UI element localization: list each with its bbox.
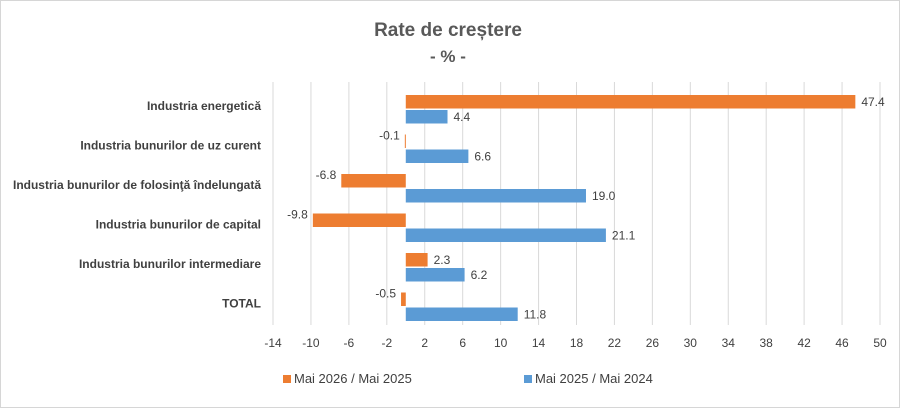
data-label: 47.4: [861, 95, 885, 109]
category-label: Industria bunurilor de uz curent: [80, 139, 261, 153]
x-tick-label: -10: [302, 336, 320, 350]
x-tick-labels: -14 -10 -6 -2 2 6 10 14 18 22 26 30 34 38 42 46 50: [264, 336, 887, 350]
x-tick-label: 26: [646, 336, 660, 350]
data-label: 6.2: [471, 268, 488, 282]
legend-swatch: [283, 375, 291, 383]
bar: [405, 149, 469, 163]
x-tick-label: 30: [684, 336, 698, 350]
x-tick-label: -2: [381, 336, 392, 350]
x-tick-label: -14: [264, 336, 282, 350]
data-label: -6.8: [316, 168, 337, 182]
chart-title: Rate de creștere: [374, 20, 522, 41]
data-labels: 47.4 4.4 -0.1 6.6 -6.8 19.0 -9.8 21.1 2.3 6.2 -0.5…: [287, 95, 885, 322]
legend-swatch: [524, 375, 532, 383]
bar: [312, 213, 406, 227]
gridlines: [272, 82, 881, 325]
x-tick-label: 34: [722, 336, 736, 350]
chart-subtitle: - % -: [430, 47, 466, 66]
data-label: 21.1: [612, 228, 636, 242]
data-label: -0.5: [375, 286, 396, 300]
category-label: Industria bunurilor de folosinţă îndelun…: [13, 178, 261, 192]
data-label: 6.6: [474, 149, 491, 163]
x-tick-label: 46: [835, 336, 849, 350]
category-labels: Industria energetică Industria bunurilor …: [13, 99, 261, 311]
legend-label: Mai 2025 / Mai 2024: [535, 371, 653, 386]
bar: [401, 292, 406, 306]
legend-label: Mai 2026 / Mai 2025: [294, 371, 412, 386]
x-tick-label: 14: [532, 336, 546, 350]
data-label: 2.3: [434, 253, 451, 267]
category-label: Industria energetică: [147, 99, 261, 113]
x-tick-label: 10: [494, 336, 508, 350]
category-label: TOTAL: [222, 297, 261, 311]
bar: [405, 228, 606, 242]
bar: [404, 134, 406, 148]
bar: [405, 307, 518, 321]
bar: [405, 110, 448, 124]
bar: [405, 189, 586, 203]
data-label: 4.4: [454, 110, 471, 124]
x-tick-label: 2: [421, 336, 428, 350]
legend: Mai 2026 / Mai 2025 Mai 2025 / Mai 2024: [283, 371, 653, 386]
x-tick-label: 18: [570, 336, 584, 350]
x-tick-label: 50: [873, 336, 887, 350]
x-tick-label: 38: [760, 336, 774, 350]
bars: [312, 95, 856, 321]
category-label: Industria bunurilor de capital: [96, 218, 261, 232]
bar: [405, 253, 428, 267]
bar: [341, 174, 406, 188]
data-label: -9.8: [287, 207, 308, 221]
x-tick-label: 42: [797, 336, 811, 350]
x-tick-label: -6: [344, 336, 355, 350]
data-label: 19.0: [592, 189, 616, 203]
x-tick-label: 6: [459, 336, 466, 350]
category-label: Industria bunurilor intermediare: [79, 257, 261, 271]
bar: [405, 268, 465, 282]
data-label: -0.1: [379, 128, 400, 142]
data-label: 11.8: [524, 307, 547, 321]
x-tick-label: 22: [608, 336, 622, 350]
bar: [405, 95, 856, 109]
